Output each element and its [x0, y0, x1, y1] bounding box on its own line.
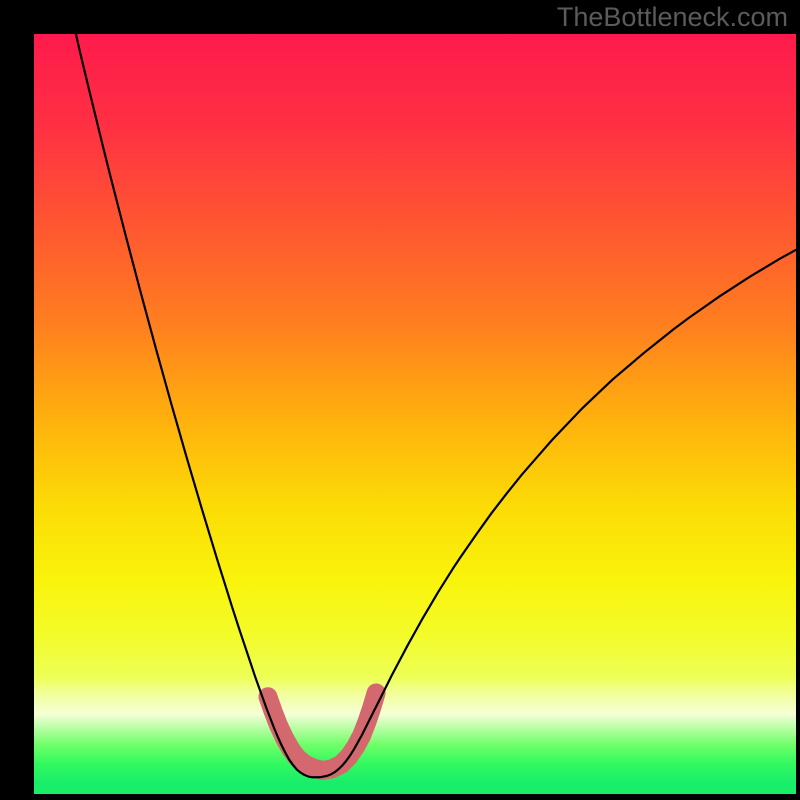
chart-stage: TheBottleneck.com — [0, 0, 800, 800]
gradient-background — [34, 34, 796, 794]
bottleneck-chart — [0, 0, 800, 800]
